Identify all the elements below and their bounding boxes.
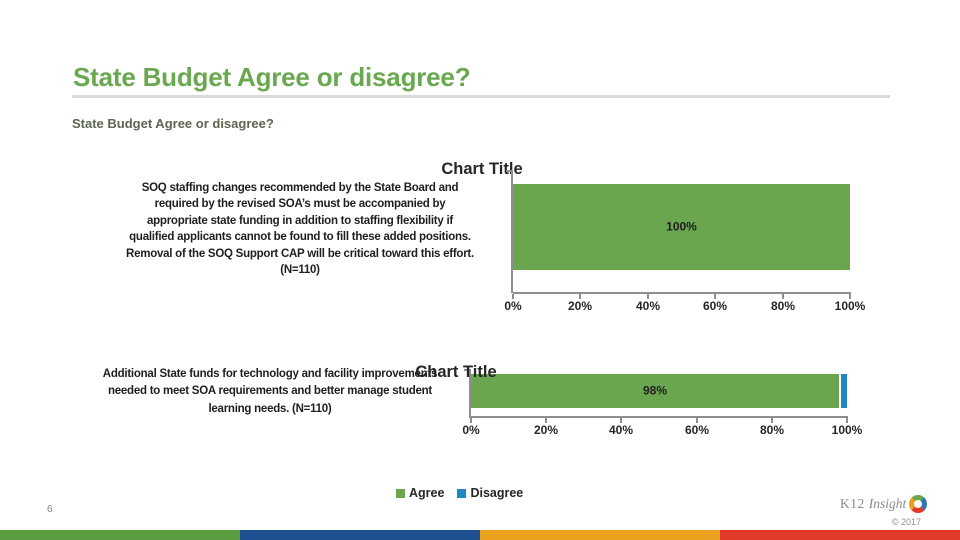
axis-tick-label: 80% <box>770 299 796 313</box>
axis-tick <box>846 418 848 423</box>
stripe-blue-segment <box>240 530 480 540</box>
title-underline <box>72 95 890 98</box>
data-label: 100% <box>666 219 697 234</box>
stripe-red-segment <box>720 530 960 540</box>
axis-tick-label: 0% <box>462 423 480 437</box>
logo-text-k12: K12 <box>840 496 865 511</box>
axis-tick <box>512 294 514 299</box>
axis-tick <box>782 294 784 299</box>
axis-tick-label: 100% <box>834 299 866 313</box>
axis-tick-label: 100% <box>831 423 863 437</box>
category-axis-line <box>464 369 471 418</box>
category-axis-line <box>506 170 513 293</box>
x-axis-labels: 0% 20% 40% 60% 80% 100% <box>462 423 862 439</box>
page-number: 6 <box>47 504 53 515</box>
legend: Agree Disagree <box>396 486 523 500</box>
x-axis <box>512 292 851 299</box>
category-label: Additional State funds for technology an… <box>102 368 438 415</box>
axis-tick-label: 60% <box>684 423 710 437</box>
legend-item-disagree: Disagree <box>457 486 523 500</box>
category-label: SOQ staffing changes recommended by the … <box>126 182 474 277</box>
footer-color-stripe <box>0 530 960 540</box>
agree-bar: 98% <box>471 374 839 408</box>
x-axis-labels: 0% 20% 40% 60% 80% 100% <box>504 299 865 315</box>
legend-label: Disagree <box>470 486 524 500</box>
stripe-green-segment <box>0 530 240 540</box>
agree-swatch-icon <box>396 488 405 498</box>
k12-insight-pinwheel-icon <box>909 495 928 513</box>
axis-tick <box>647 294 649 299</box>
page-title: State Budget Agree or disagree? <box>73 62 471 92</box>
axis-tick <box>470 418 472 423</box>
axis-tick-label: 80% <box>759 423 785 437</box>
agree-bar: 100% <box>513 184 850 270</box>
bar-row: 98% <box>471 374 847 408</box>
question-subtitle: State Budget Agree or disagree? <box>72 116 274 131</box>
k12-insight-logo: K12 Insight <box>840 495 928 513</box>
axis-tick-label: 40% <box>608 423 634 437</box>
axis-tick <box>620 418 622 423</box>
axis-tick-label: 60% <box>702 299 728 313</box>
axis-tick-label: 40% <box>635 299 661 313</box>
legend-item-agree: Agree <box>396 486 444 500</box>
x-axis <box>470 416 848 423</box>
stripe-amber-segment <box>480 530 720 540</box>
axis-tick <box>545 418 547 423</box>
logo-text-insight: Insight <box>868 496 907 511</box>
disagree-swatch-icon <box>457 488 467 498</box>
bar-row: 100% <box>513 184 850 270</box>
copyright: © 2017 <box>891 517 921 527</box>
chart-title: Chart Title <box>415 363 497 381</box>
data-label: 98% <box>642 383 668 398</box>
axis-tick-label: 20% <box>533 423 559 437</box>
legend-label: Agree <box>409 486 445 500</box>
axis-tick-label: 20% <box>567 299 593 313</box>
axis-tick <box>696 418 698 423</box>
disagree-bar <box>841 374 847 408</box>
chart-title: Chart Title <box>441 160 523 178</box>
axis-tick <box>771 418 773 423</box>
axis-tick <box>714 294 716 299</box>
axis-tick <box>849 294 851 299</box>
axis-tick <box>579 294 581 299</box>
axis-tick-label: 0% <box>504 299 522 313</box>
